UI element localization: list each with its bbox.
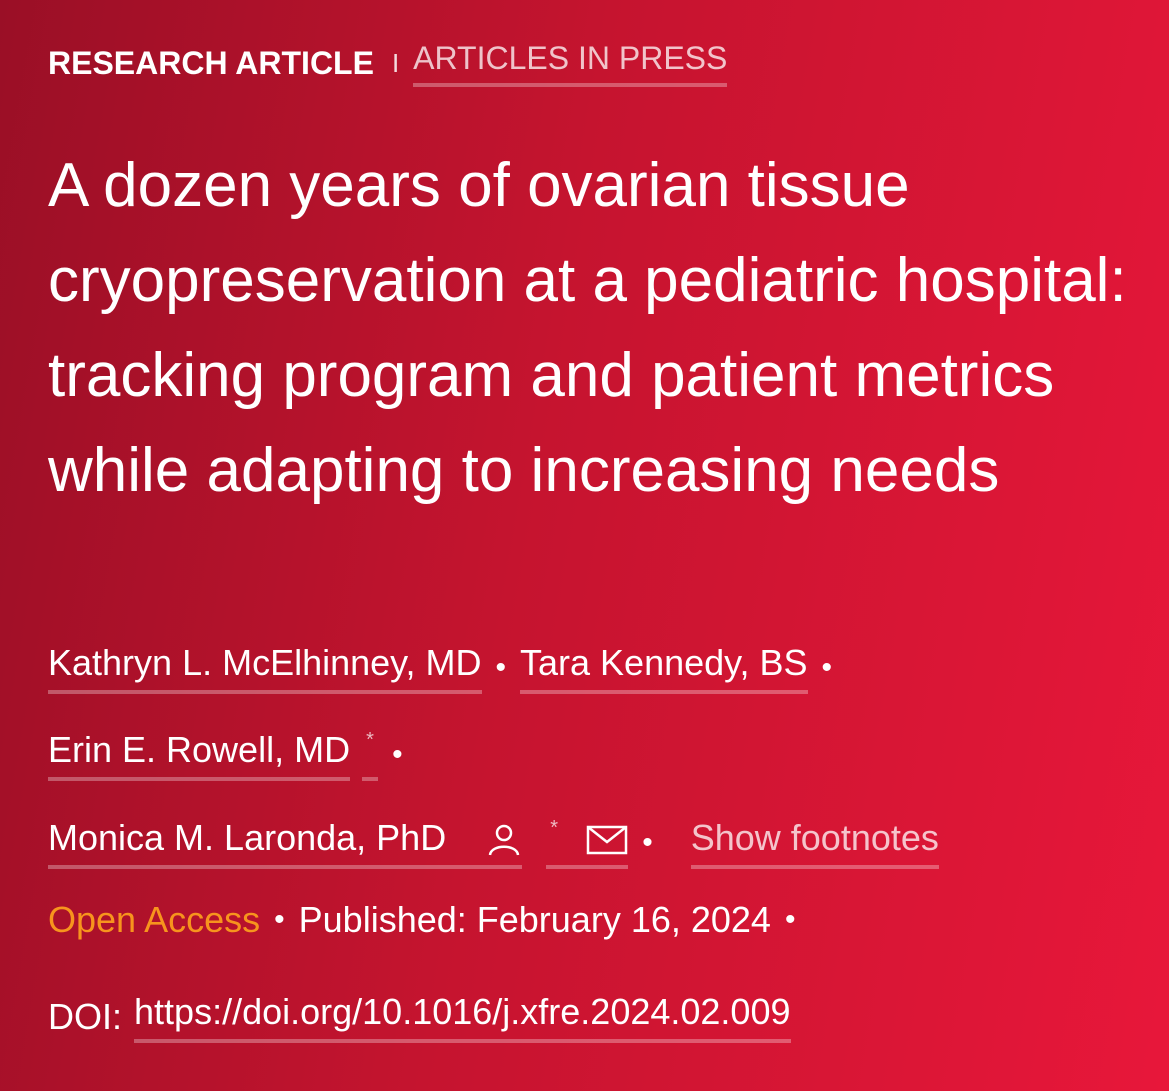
author-row: Monica M. Laronda, PhD * • Show footnote… xyxy=(48,813,939,873)
separator: I xyxy=(391,48,400,78)
doi-row: DOI: https://doi.org/10.1016/j.xfre.2024… xyxy=(48,987,791,1047)
doi-label: DOI: xyxy=(48,996,123,1037)
bullet: • xyxy=(392,738,403,771)
bullet: • xyxy=(495,651,507,684)
bullet: • xyxy=(784,903,796,936)
bullet: • xyxy=(642,826,653,859)
bullet: • xyxy=(274,903,285,936)
author-row: Erin E. Rowell, MD * • xyxy=(48,725,417,785)
corresponding-link[interactable]: * xyxy=(546,817,629,869)
author-link[interactable]: Erin E. Rowell, MD xyxy=(48,729,351,781)
author-name: Monica M. Laronda, PhD xyxy=(48,817,447,858)
asterisk: * xyxy=(366,729,374,751)
author-link[interactable]: Monica M. Laronda, PhD xyxy=(48,817,523,869)
person-icon xyxy=(488,825,520,856)
article-type: RESEARCH ARTICLE xyxy=(48,45,374,81)
asterisk: * xyxy=(550,817,559,839)
mail-icon xyxy=(586,826,628,855)
author-link[interactable]: Kathryn L. McElhinney, MD xyxy=(48,642,482,694)
status-link[interactable]: ARTICLES IN PRESS xyxy=(413,40,728,87)
article-header: RESEARCH ARTICLE I ARTICLES IN PRESS xyxy=(48,40,728,87)
open-access: Open Access xyxy=(48,899,261,940)
published-date: Published: February 16, 2024 xyxy=(298,899,771,940)
author-row: Kathryn L. McElhinney, MD • Tara Kennedy… xyxy=(48,638,846,698)
article-title: A dozen years of ovarian tissue cryopres… xyxy=(48,151,1127,505)
author-link[interactable]: Tara Kennedy, BS xyxy=(520,642,808,694)
footnotes-link[interactable]: Show footnotes xyxy=(690,817,939,869)
corresponding-link[interactable]: * xyxy=(362,729,379,781)
publication-info: Open Access • Published: February 16, 20… xyxy=(48,890,809,950)
bullet: • xyxy=(821,651,833,684)
doi-link[interactable]: https://doi.org/10.1016/j.xfre.2024.02.0… xyxy=(134,991,791,1043)
